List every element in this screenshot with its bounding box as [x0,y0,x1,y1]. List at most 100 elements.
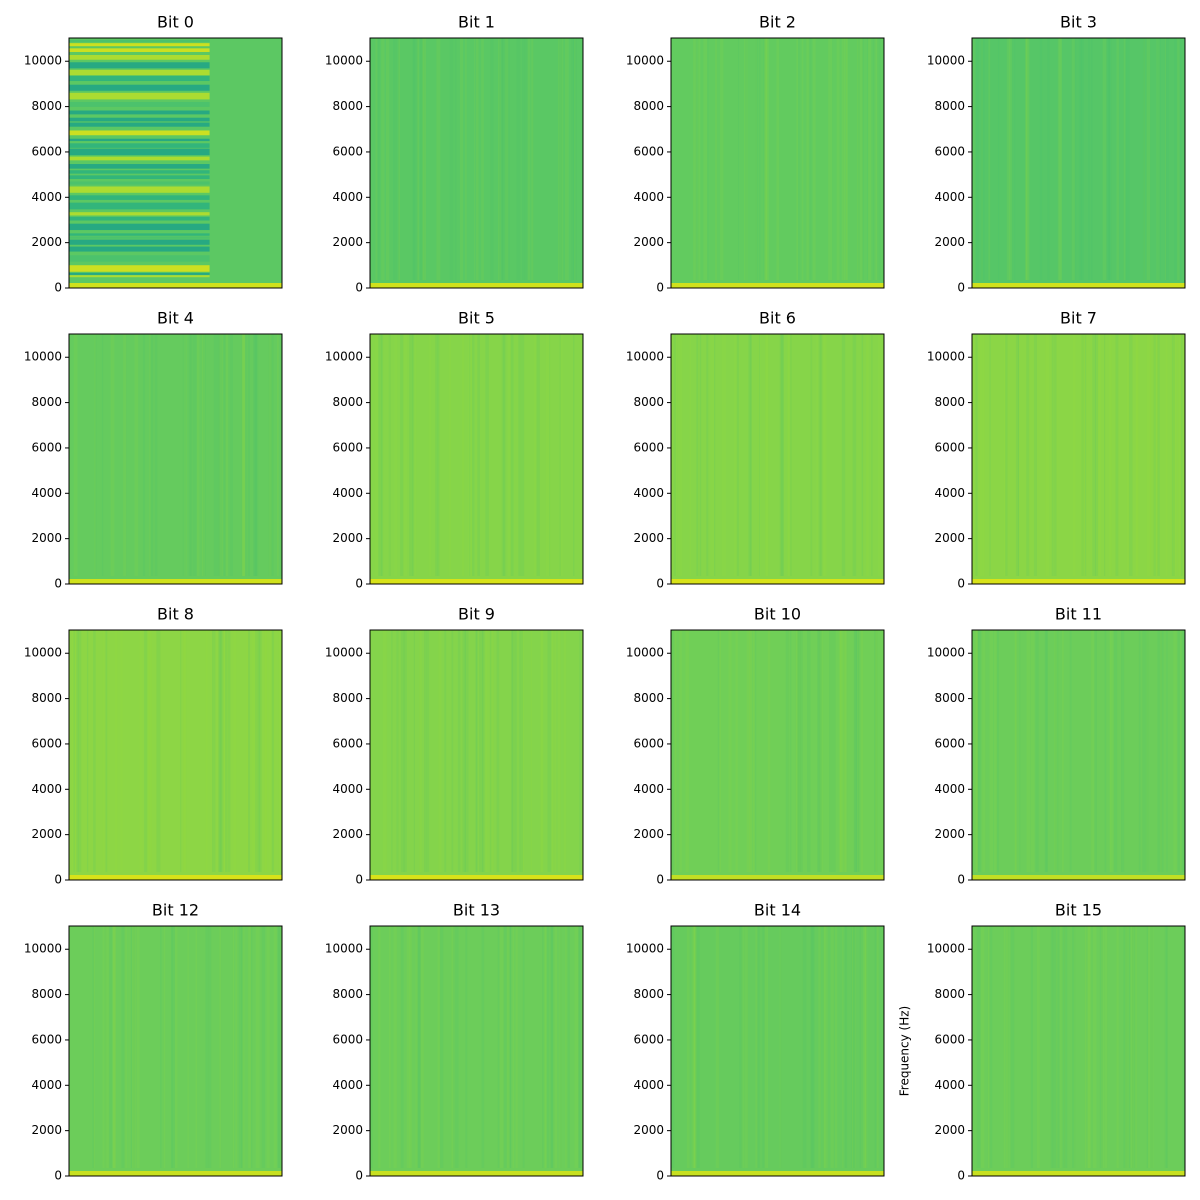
spectrogram-texture [398,38,401,280]
spectrogram-texture [278,630,282,872]
spectrogram-texture [232,926,235,1168]
y-tick-label: 8000 [934,99,965,113]
spectrogram-texture [436,38,441,280]
spectrogram [671,926,884,1176]
spectrogram-texture [545,334,550,576]
spectrogram-texture [248,630,251,872]
y-tick-label: 4000 [332,1078,363,1092]
spectrogram-texture [1178,38,1182,280]
spectrogram-texture [993,630,998,872]
spectrogram-texture [271,630,273,872]
spectrogram-texture [481,926,485,1168]
spectrogram-texture [276,334,279,576]
spectrogram-texture [853,926,855,1168]
spectrogram-texture [1081,334,1085,576]
spectrogram-texture [69,110,210,115]
y-tick-label: 8000 [332,691,363,705]
spectrogram-texture [780,334,784,576]
spectrogram-texture [806,38,810,280]
y-tick-label: 0 [656,1169,664,1183]
spectrogram-texture [69,239,210,245]
y-tick-label: 0 [957,577,965,591]
spectrogram-texture [1116,926,1119,1168]
spectrogram-texture [823,926,828,1168]
spectrogram-texture [160,926,162,1168]
spectrogram-texture [866,334,868,576]
spectrogram-texture [509,926,512,1168]
spectrogram-texture [972,38,976,280]
spectrogram-texture [857,38,860,280]
spectrogram-texture [981,38,983,280]
spectrogram-texture [511,630,514,872]
spectrogram-texture [69,233,210,236]
spectrogram-texture [133,926,136,1168]
spectrogram-texture [1017,334,1020,576]
spectrogram-texture [1064,926,1068,1168]
spectrogram-texture [462,334,464,576]
plot-frame [369,925,584,1177]
spectrogram-texture [717,630,719,872]
spectrogram-texture [871,334,873,576]
spectrogram-texture [549,334,551,576]
spectrogram-texture [1084,926,1087,1168]
spectrogram-texture [989,630,994,872]
spectrogram-texture [554,630,557,872]
spectrogram-texture [559,334,563,576]
spectrogram-texture [1180,630,1182,872]
spectrogram-texture [1006,926,1010,1168]
spectrogram-texture [755,926,758,1168]
spectrogram-texture [1157,630,1162,872]
spectrogram-texture [558,38,562,280]
spectrogram-texture [846,38,849,280]
spectrogram-texture [864,926,867,1168]
spectrogram-texture [1145,630,1149,872]
spectrogram-texture [465,38,467,280]
spectrogram-texture [838,630,842,872]
y-tick-label: 2000 [934,235,965,249]
y-tick-label: 4000 [934,782,965,796]
spectrogram-texture [978,630,982,872]
plot-frame [369,37,584,289]
plot-frame [369,629,584,881]
spectrogram-texture [1109,630,1112,872]
spectrogram-texture [758,334,761,576]
spectrogram-texture [755,38,757,280]
spectrogram-texture [460,38,464,280]
spectrogram-texture [841,334,846,576]
spectrogram-texture [779,334,784,576]
spectrogram-texture [1057,926,1060,1168]
spectrogram-texture [136,926,140,1168]
y-tick-label: 4000 [934,1078,965,1092]
spectrogram-texture [696,334,699,576]
spectrogram-texture [171,926,173,1168]
spectrogram-texture [818,630,823,872]
y-tick-label: 8000 [332,987,363,1001]
y-tick-label: 0 [957,1169,965,1183]
spectrogram-texture [454,38,457,280]
spectrogram-texture [69,164,210,169]
spectrogram-texture [540,630,544,872]
spectrogram-texture [1166,630,1168,872]
spectrogram-texture [797,630,799,872]
spectrogram-texture [241,334,245,576]
spectrogram-texture [77,630,82,872]
spectrogram-texture [250,926,253,1168]
spectrogram-texture [225,630,228,872]
spectrogram-texture [69,275,210,278]
spectrogram-texture [829,630,833,872]
spectrogram-texture [800,630,803,872]
spectrogram-texture [1074,38,1077,280]
spectrogram-texture [268,334,272,576]
spectrogram-texture [779,926,782,1168]
spectrogram-texture [520,334,525,576]
spectrogram-texture [1092,334,1096,576]
spectrogram-texture [818,334,822,576]
spectrogram-texture [1110,630,1114,872]
y-tick-label: 8000 [633,99,664,113]
spectrogram-texture [1036,926,1040,1168]
spectrogram-texture [1146,630,1148,872]
y-tick-label: 0 [355,873,363,887]
spectrogram-texture [94,334,97,576]
spectrogram-texture [233,630,237,872]
spectrogram-texture [393,38,398,280]
